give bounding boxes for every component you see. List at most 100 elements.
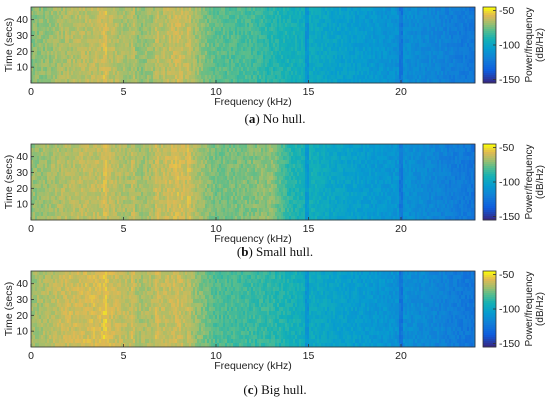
heatmap-cell bbox=[259, 23, 262, 28]
x-tick-label: 15 bbox=[303, 86, 315, 98]
heatmap-cell bbox=[231, 35, 234, 40]
heatmap-cell bbox=[419, 39, 422, 44]
heatmap-cell bbox=[195, 19, 198, 24]
heatmap-cell bbox=[167, 55, 170, 60]
heatmap-cell bbox=[461, 47, 464, 52]
heatmap-cell bbox=[281, 35, 284, 40]
heatmap-cell bbox=[399, 7, 402, 12]
heatmap-cell bbox=[279, 15, 282, 20]
heatmap-cell bbox=[63, 27, 66, 32]
heatmap-cell bbox=[235, 27, 238, 32]
heatmap-cell bbox=[81, 55, 84, 60]
heatmap-cell bbox=[129, 19, 132, 24]
heatmap-cell bbox=[273, 23, 276, 28]
heatmap-cell bbox=[435, 79, 438, 84]
heatmap-cell bbox=[417, 7, 420, 12]
heatmap-cell bbox=[287, 51, 290, 56]
heatmap-cell bbox=[419, 71, 422, 76]
heatmap-cell bbox=[245, 15, 248, 20]
heatmap-cell bbox=[369, 35, 372, 40]
heatmap-cell bbox=[103, 168, 106, 173]
heatmap-cell bbox=[233, 59, 236, 64]
heatmap-cell bbox=[345, 15, 348, 20]
heatmap-cell bbox=[429, 15, 432, 20]
heatmap-cell bbox=[301, 63, 304, 68]
heatmap-cell bbox=[37, 71, 40, 76]
heatmap-cell bbox=[43, 160, 46, 165]
heatmap-cell bbox=[307, 35, 310, 40]
heatmap-cell bbox=[41, 67, 44, 72]
heatmap-cell bbox=[161, 39, 164, 44]
heatmap-cell bbox=[217, 47, 220, 52]
heatmap-cell bbox=[71, 63, 74, 68]
heatmap-cell bbox=[119, 19, 122, 24]
heatmap-cell bbox=[381, 51, 384, 56]
heatmap-cell bbox=[45, 11, 48, 16]
heatmap-cell bbox=[181, 51, 184, 56]
heatmap-cell bbox=[327, 39, 330, 44]
heatmap-cell bbox=[181, 67, 184, 72]
heatmap-cell bbox=[395, 23, 398, 28]
heatmap-cell bbox=[335, 15, 338, 20]
heatmap-cell bbox=[245, 27, 248, 32]
heatmap-cell bbox=[119, 31, 122, 36]
heatmap-cell bbox=[67, 47, 70, 52]
heatmap-cell bbox=[41, 31, 44, 36]
heatmap-cell bbox=[311, 59, 314, 64]
heatmap-cell bbox=[369, 51, 372, 56]
heatmap-cell bbox=[221, 67, 224, 72]
heatmap-cell bbox=[43, 39, 46, 44]
heatmap-cell bbox=[265, 43, 268, 48]
heatmap-cell bbox=[439, 59, 442, 64]
heatmap-cell bbox=[103, 39, 106, 44]
heatmap-cell bbox=[137, 27, 140, 32]
heatmap-cell bbox=[313, 51, 316, 56]
heatmap-cell bbox=[79, 176, 82, 181]
heatmap-cell bbox=[55, 192, 58, 197]
heatmap-cell bbox=[369, 71, 372, 76]
heatmap-cell bbox=[363, 43, 366, 48]
heatmap-cell bbox=[299, 75, 302, 80]
heatmap-cell bbox=[261, 47, 264, 52]
heatmap-cell bbox=[371, 27, 374, 32]
heatmap-cell bbox=[275, 43, 278, 48]
heatmap-cell bbox=[209, 43, 212, 48]
heatmap-cell bbox=[313, 35, 316, 40]
heatmap-cell bbox=[135, 27, 138, 32]
heatmap-cell bbox=[89, 59, 92, 64]
heatmap-cell bbox=[303, 27, 306, 32]
heatmap-cell bbox=[315, 59, 318, 64]
heatmap-cell bbox=[99, 35, 102, 40]
heatmap-cell bbox=[439, 19, 442, 24]
heatmap-cell bbox=[349, 31, 352, 36]
heatmap-cell bbox=[257, 27, 260, 32]
heatmap-cell bbox=[193, 71, 196, 76]
heatmap-cell bbox=[453, 11, 456, 16]
heatmap-cell bbox=[327, 31, 330, 36]
heatmap-cell bbox=[275, 35, 278, 40]
colorbar-segment bbox=[483, 13, 496, 16]
heatmap-cell bbox=[385, 79, 388, 84]
heatmap-cell bbox=[431, 7, 434, 12]
heatmap-cell bbox=[259, 51, 262, 56]
heatmap-cell bbox=[265, 63, 268, 68]
heatmap-cell bbox=[423, 35, 426, 40]
heatmap-cell bbox=[87, 172, 90, 177]
heatmap-cell bbox=[33, 27, 36, 32]
heatmap-cell bbox=[361, 39, 364, 44]
heatmap-cell bbox=[63, 39, 66, 44]
heatmap-cell bbox=[119, 7, 122, 12]
heatmap-cell bbox=[247, 71, 250, 76]
heatmap-cell bbox=[67, 152, 70, 157]
heatmap-cell bbox=[385, 23, 388, 28]
heatmap-cell bbox=[179, 55, 182, 60]
heatmap-cell bbox=[193, 39, 196, 44]
heatmap-cell bbox=[217, 31, 220, 36]
heatmap-cell bbox=[167, 79, 170, 84]
heatmap-cell bbox=[135, 63, 138, 68]
heatmap-cell bbox=[235, 19, 238, 24]
heatmap-cell bbox=[173, 19, 176, 24]
heatmap-cell bbox=[225, 35, 228, 40]
heatmap-cell bbox=[267, 47, 270, 52]
heatmap-cell bbox=[159, 51, 162, 56]
